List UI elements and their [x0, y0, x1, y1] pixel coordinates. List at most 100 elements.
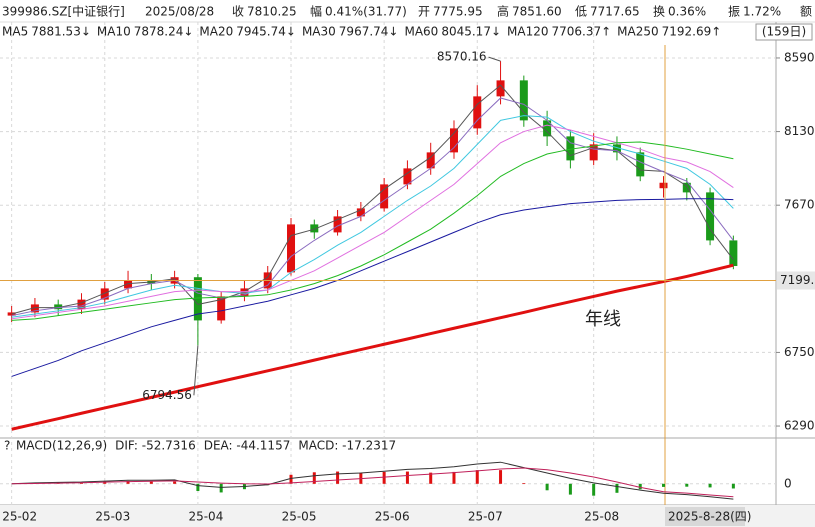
y-tick-label: 8590: [784, 50, 815, 64]
header-label: 换: [653, 5, 665, 19]
date: 2025/08/28: [145, 5, 214, 19]
candle-body: [612, 144, 621, 153]
macd-legend: MACD: -17.2317: [298, 439, 396, 453]
help-icon[interactable]: ?: [4, 439, 10, 453]
header-bar: [0, 0, 815, 22]
legend-name: MA30: [302, 25, 336, 39]
macd-bar: [196, 483, 200, 491]
macd-bar: [149, 481, 153, 484]
macd-bar: [103, 481, 107, 484]
candle-body: [473, 96, 482, 129]
macd-bar: [731, 483, 735, 489]
macd-title: MACD(12,26,9): [16, 439, 107, 453]
macd-legend: DEA: -44.1157: [204, 439, 291, 453]
candle-body: [449, 128, 458, 153]
candle-body: [333, 216, 342, 233]
candle-body: [589, 144, 598, 161]
annotation-line: [193, 345, 199, 396]
y-tick-label: 6750: [784, 345, 815, 359]
period-box[interactable]: [755, 23, 813, 41]
legend-name: MA120: [507, 25, 548, 39]
y-tick-label: 6290: [784, 419, 815, 433]
macd-bar: [126, 480, 130, 484]
y-tick-label: 0: [784, 476, 792, 490]
candle-body: [403, 168, 412, 185]
macd-bar: [219, 483, 223, 493]
annotation: 8570.16: [437, 50, 487, 64]
dea-line: [11, 467, 734, 498]
x-tick-label: 25-06: [375, 510, 410, 524]
x-tick-label: 25-08: [584, 510, 619, 524]
legend-value: 7945.74↓: [236, 25, 296, 39]
legend-name: MA5: [2, 25, 28, 39]
annotation-line: [488, 56, 501, 62]
candle-body: [193, 277, 202, 321]
macd-bar: [382, 471, 386, 484]
candle-body: [706, 192, 715, 241]
macd-bar: [615, 483, 619, 493]
crosshair-date: 2025-8-28(四): [668, 510, 751, 524]
candle-body: [356, 208, 365, 217]
candle-body: [682, 182, 691, 193]
annotation: 6794.56: [142, 388, 192, 402]
ma-line: [11, 198, 734, 377]
candle-body: [566, 136, 575, 161]
ma-line: [11, 97, 734, 317]
macd-bar: [289, 474, 293, 484]
header-label: 低: [575, 5, 587, 19]
candle-body: [240, 288, 249, 297]
code: 399986.SZ[中证银行]: [2, 4, 125, 19]
macd-bar: [568, 483, 572, 495]
candle-body: [659, 182, 668, 189]
macd-bar: [336, 471, 340, 484]
ma-line: [11, 115, 734, 318]
legend-value: 7967.74↓: [339, 25, 399, 39]
x-tick-label: 25-04: [188, 510, 223, 524]
legend-value: 7706.37↑: [551, 25, 611, 39]
ma-line: [11, 141, 734, 321]
date-box: [665, 507, 745, 526]
candle-body: [310, 224, 319, 233]
header-value: 0.41%(31.77): [325, 5, 407, 19]
candle-body: [287, 224, 296, 273]
macd-bar: [475, 470, 479, 484]
header-value: 1.72%: [743, 5, 781, 19]
macd-bar: [685, 483, 689, 487]
header-label: 收: [232, 5, 244, 19]
macd-bar: [662, 483, 666, 487]
annotation: 年线: [585, 309, 621, 330]
macd-legend: DIF: -52.7316: [115, 439, 196, 453]
header-value: 7717.65: [590, 5, 640, 19]
ma-line: [11, 84, 734, 315]
candle-body: [426, 152, 435, 169]
x-tick-label: 25-07: [468, 510, 503, 524]
candle-body: [519, 80, 528, 121]
crosshair-box: [777, 271, 815, 290]
ma-line: [11, 124, 734, 320]
macd-bar: [173, 481, 177, 484]
candle-body: [496, 80, 505, 97]
legend-name: MA20: [199, 25, 233, 39]
dif-line: [11, 461, 734, 500]
macd-bar: [405, 471, 409, 484]
macd-bar: [708, 483, 712, 488]
y-tick-label: 8130: [784, 124, 815, 138]
legend-name: MA250: [617, 25, 658, 39]
candle-body: [636, 152, 645, 177]
candle-body: [124, 280, 133, 289]
header-label: 额: [800, 5, 812, 19]
candle-body: [77, 299, 86, 310]
period[interactable]: (159日): [762, 25, 806, 39]
macd-bar: [312, 472, 316, 484]
legend-name: MA60: [404, 25, 438, 39]
macd-bar: [522, 483, 526, 484]
header-value: 7810.25: [247, 5, 297, 19]
x-axis-bar: [0, 505, 815, 527]
legend-value: 8045.17↓: [441, 25, 501, 39]
macd-bar: [499, 470, 503, 484]
candle-body: [100, 288, 109, 300]
macd-bar: [452, 471, 456, 484]
macd-bar: [545, 483, 549, 491]
